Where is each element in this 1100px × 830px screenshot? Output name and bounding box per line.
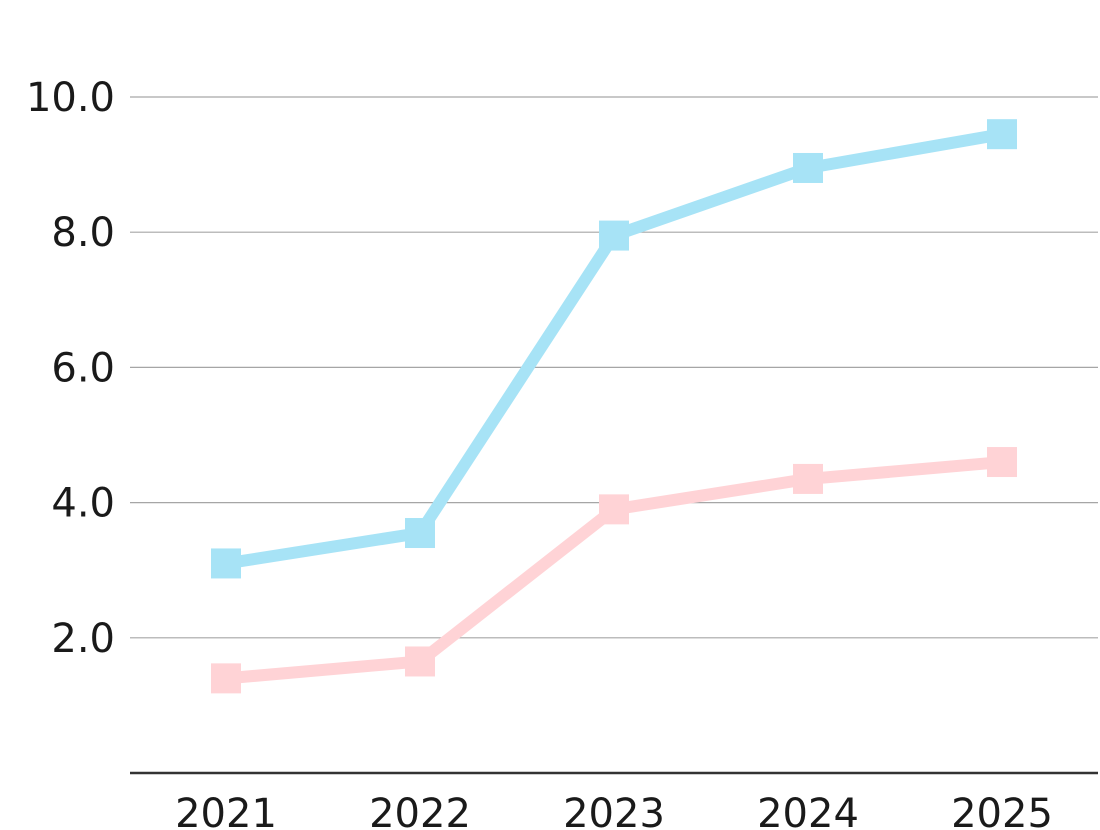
gridlines — [130, 96, 1098, 639]
series-2 — [211, 447, 1017, 694]
data-point-marker — [793, 463, 823, 494]
data-point-marker — [987, 447, 1017, 478]
y-tick-label: 2.0 — [51, 616, 115, 662]
x-tick-label: 2021 — [175, 791, 277, 830]
data-point-marker — [405, 646, 435, 677]
x-tick-label: 2022 — [369, 791, 471, 830]
y-axis: 2.0 4.0 6.0 8.0 10.0 — [26, 75, 115, 662]
data-point-marker — [211, 663, 241, 694]
x-axis: 2021 2022 2023 2024 2025 — [130, 771, 1098, 830]
x-tick-label: 2024 — [757, 791, 859, 830]
data-point-marker — [599, 494, 629, 525]
x-tick-label: 2023 — [563, 791, 665, 830]
data-point-marker — [599, 220, 629, 251]
series-1 — [211, 119, 1017, 579]
data-point-marker — [211, 548, 241, 579]
data-point-marker — [405, 518, 435, 549]
y-tick-label: 6.0 — [51, 345, 115, 391]
data-point-marker — [793, 152, 823, 183]
y-tick-label: 10.0 — [26, 75, 115, 121]
data-point-marker — [987, 119, 1017, 150]
series-layer — [211, 119, 1017, 694]
y-tick-label: 4.0 — [51, 481, 115, 527]
y-tick-label: 8.0 — [51, 210, 115, 256]
x-tick-label: 2025 — [951, 791, 1053, 830]
